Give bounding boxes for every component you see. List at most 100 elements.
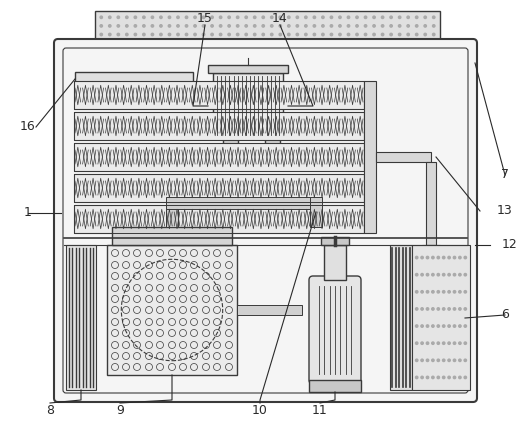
Circle shape — [356, 33, 358, 36]
Circle shape — [245, 16, 248, 19]
Circle shape — [143, 42, 145, 44]
Circle shape — [437, 274, 439, 276]
Circle shape — [245, 51, 248, 53]
Circle shape — [177, 16, 179, 19]
Circle shape — [424, 42, 427, 44]
Text: 10: 10 — [252, 404, 268, 417]
Circle shape — [347, 51, 350, 53]
Circle shape — [194, 16, 196, 19]
Circle shape — [313, 25, 315, 27]
Circle shape — [109, 33, 111, 36]
Circle shape — [421, 376, 423, 378]
Circle shape — [373, 16, 375, 19]
Circle shape — [253, 16, 256, 19]
Circle shape — [100, 51, 102, 53]
Circle shape — [464, 256, 466, 259]
Bar — [321, 237, 349, 245]
Circle shape — [219, 16, 222, 19]
Bar — [75, 72, 193, 85]
Circle shape — [279, 42, 281, 44]
Bar — [74, 81, 364, 109]
Circle shape — [437, 359, 439, 362]
Circle shape — [168, 25, 171, 27]
Circle shape — [437, 256, 439, 259]
Bar — [166, 197, 310, 209]
Circle shape — [390, 33, 392, 36]
Circle shape — [416, 42, 418, 44]
Circle shape — [279, 16, 281, 19]
Circle shape — [100, 33, 102, 36]
Circle shape — [432, 325, 434, 327]
Circle shape — [416, 25, 418, 27]
Circle shape — [151, 25, 154, 27]
Circle shape — [448, 325, 450, 327]
Circle shape — [288, 16, 290, 19]
Text: 8: 8 — [46, 404, 54, 417]
FancyBboxPatch shape — [309, 276, 361, 384]
Circle shape — [373, 51, 375, 53]
Circle shape — [416, 274, 418, 276]
Circle shape — [432, 359, 434, 362]
Circle shape — [453, 274, 456, 276]
Bar — [213, 73, 283, 138]
Circle shape — [448, 359, 450, 362]
Circle shape — [330, 25, 333, 27]
Circle shape — [177, 33, 179, 36]
Circle shape — [160, 25, 162, 27]
Circle shape — [399, 25, 401, 27]
Circle shape — [453, 256, 456, 259]
Circle shape — [134, 33, 137, 36]
Circle shape — [416, 291, 418, 293]
Circle shape — [262, 51, 264, 53]
Circle shape — [424, 16, 427, 19]
Text: 12: 12 — [502, 239, 518, 252]
Circle shape — [236, 25, 239, 27]
Circle shape — [390, 51, 392, 53]
Text: 6: 6 — [501, 308, 509, 321]
Circle shape — [168, 33, 171, 36]
Circle shape — [100, 42, 102, 44]
Circle shape — [437, 376, 439, 378]
Bar — [426, 162, 436, 245]
Circle shape — [399, 33, 401, 36]
Circle shape — [448, 342, 450, 344]
Circle shape — [464, 359, 466, 362]
Circle shape — [347, 25, 350, 27]
Circle shape — [458, 342, 461, 344]
Circle shape — [364, 25, 367, 27]
Circle shape — [347, 33, 350, 36]
Circle shape — [160, 33, 162, 36]
Circle shape — [390, 42, 392, 44]
Circle shape — [262, 25, 264, 27]
Circle shape — [432, 16, 435, 19]
Circle shape — [168, 51, 171, 53]
Circle shape — [382, 33, 384, 36]
Circle shape — [356, 42, 358, 44]
Circle shape — [305, 42, 307, 44]
Circle shape — [424, 51, 427, 53]
Circle shape — [126, 33, 128, 36]
Circle shape — [373, 33, 375, 36]
Circle shape — [421, 359, 423, 362]
Circle shape — [382, 42, 384, 44]
Circle shape — [109, 16, 111, 19]
Circle shape — [432, 256, 434, 259]
Circle shape — [253, 25, 256, 27]
Circle shape — [322, 25, 324, 27]
Circle shape — [432, 342, 434, 344]
Circle shape — [134, 25, 137, 27]
Circle shape — [253, 42, 256, 44]
Circle shape — [437, 308, 439, 310]
Circle shape — [426, 325, 429, 327]
Circle shape — [168, 42, 171, 44]
Circle shape — [288, 33, 290, 36]
Circle shape — [322, 42, 324, 44]
Circle shape — [313, 33, 315, 36]
Circle shape — [211, 25, 213, 27]
Circle shape — [202, 16, 205, 19]
Circle shape — [143, 16, 145, 19]
Circle shape — [426, 376, 429, 378]
Circle shape — [151, 16, 154, 19]
Circle shape — [421, 256, 423, 259]
Circle shape — [270, 16, 273, 19]
